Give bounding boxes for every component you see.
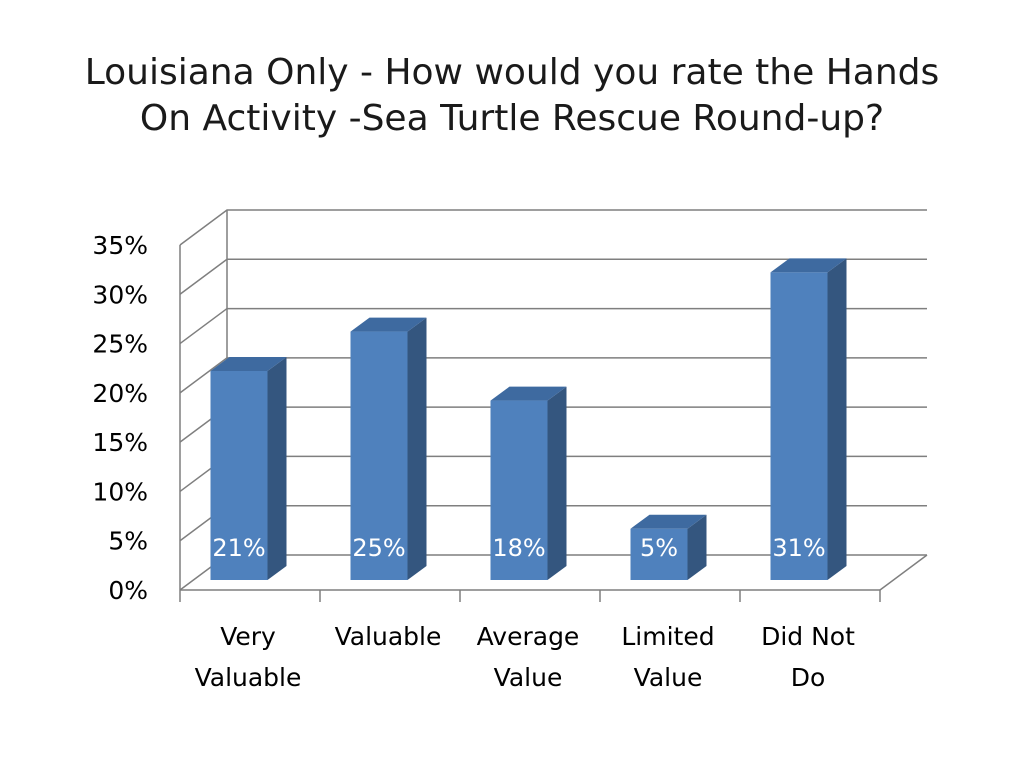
x-category-label: Valuable — [335, 622, 442, 651]
y-tick-label: 10% — [92, 477, 148, 506]
data-label: 25% — [352, 534, 405, 562]
bar: 25% — [350, 317, 427, 580]
data-label: 18% — [492, 534, 545, 562]
y-tick-label: 15% — [92, 428, 148, 457]
y-tick-label: 35% — [92, 231, 148, 260]
bar-top-face — [490, 386, 567, 401]
bar-side-face — [687, 514, 707, 580]
y-tick-label: 25% — [92, 330, 148, 359]
bar: 21% — [210, 357, 287, 580]
data-label: 21% — [212, 534, 265, 562]
bar: 31% — [770, 258, 847, 580]
x-category-label: Value — [634, 663, 703, 692]
gridline — [179, 209, 927, 246]
bar-front-face — [630, 528, 688, 580]
x-category-label: Valuable — [195, 663, 302, 692]
bar-front-face — [490, 400, 548, 580]
bar-front-face — [210, 371, 268, 580]
bar-front-face — [350, 331, 408, 580]
x-category-label: Do — [791, 663, 826, 692]
x-axis-category-labels: Very Valuable Valuable Average Value Limited V… — [195, 622, 856, 692]
bar-top-face — [630, 514, 707, 529]
bars: 21% 25% 18% 5% 31% — [210, 258, 847, 580]
x-category-label: Average — [477, 622, 580, 651]
bar-side-face — [827, 258, 847, 580]
bar-side-face — [547, 386, 567, 580]
y-tick-label: 5% — [108, 527, 148, 556]
x-category-label: Very — [220, 622, 276, 651]
data-label: 5% — [640, 534, 678, 562]
bar: 5% — [630, 514, 707, 580]
floor-edge — [879, 554, 928, 591]
bar-side-face — [407, 317, 427, 580]
gridline — [179, 357, 927, 394]
gridline — [179, 258, 927, 295]
data-label: 31% — [772, 534, 825, 562]
x-category-label: Value — [494, 663, 563, 692]
x-category-label: Did Not — [761, 622, 855, 651]
chart-title: Louisiana Only - How would you rate the … — [40, 50, 984, 142]
chart-title-line-2: On Activity -Sea Turtle Rescue Round-up? — [139, 98, 885, 139]
bar-top-face — [210, 357, 287, 371]
x-category-label: Limited — [621, 622, 714, 651]
bar-front-face — [770, 272, 828, 580]
x-axis — [179, 589, 881, 602]
chart-title-line-1: Louisiana Only - How would you rate the … — [84, 52, 940, 93]
y-axis-tick-labels: 0% 5% 10% 15% 20% 25% 30% 35% — [92, 231, 148, 605]
bar: 18% — [490, 386, 567, 580]
y-tick-label: 30% — [92, 280, 148, 309]
bar-side-face — [267, 357, 287, 580]
y-tick-label: 0% — [108, 576, 148, 605]
y-tick-label: 20% — [92, 379, 148, 408]
bar-top-face — [350, 317, 427, 332]
gridline — [179, 307, 927, 345]
bar-top-face — [770, 258, 847, 273]
